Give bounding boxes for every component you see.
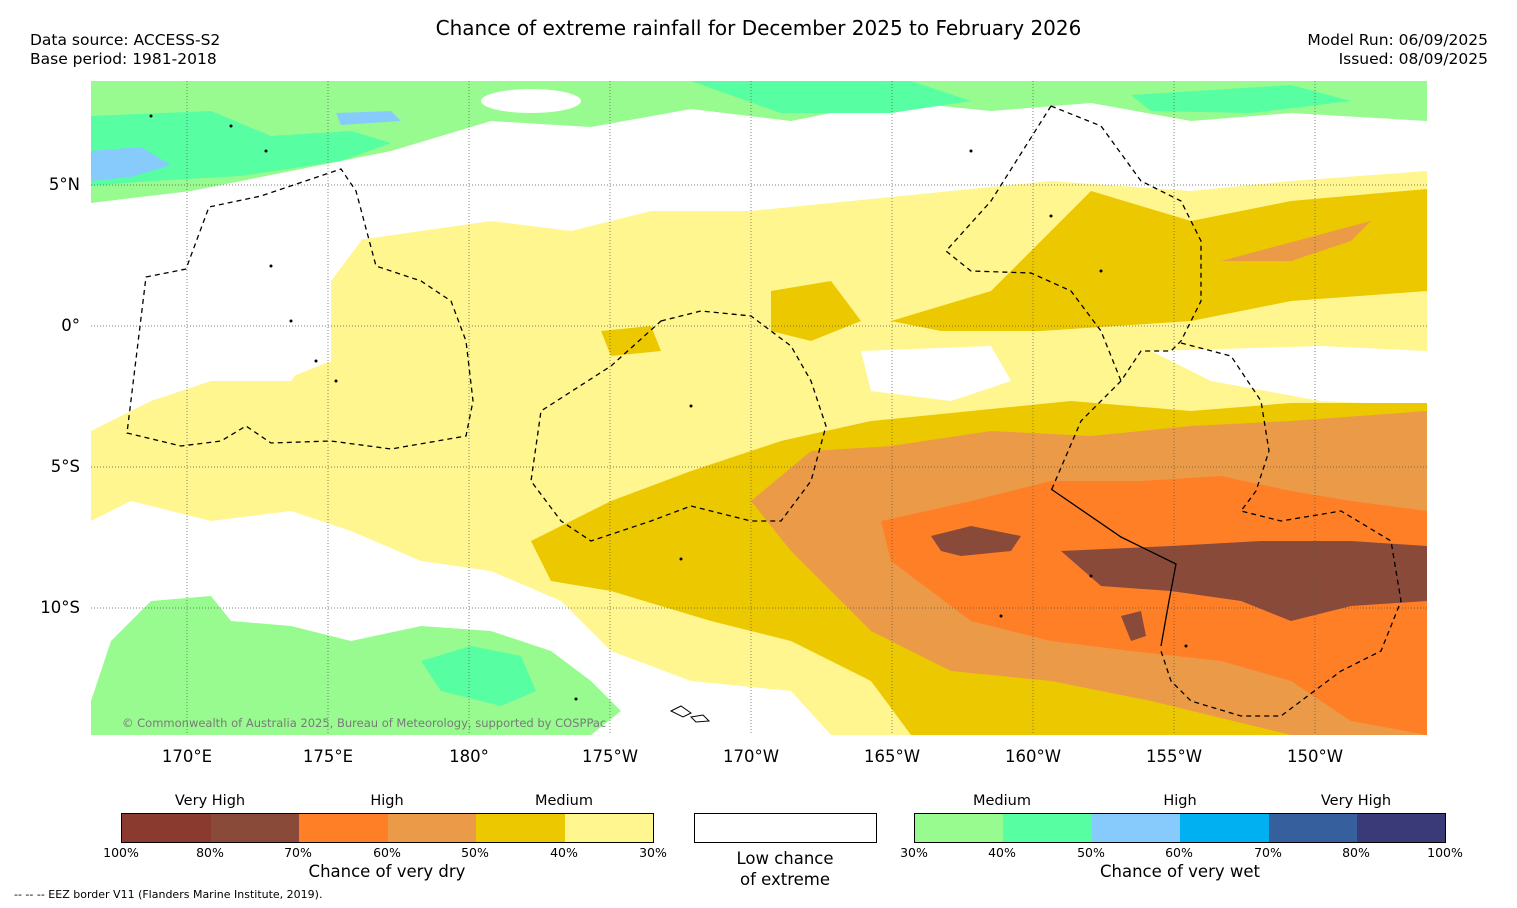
wet-swatch-6	[1357, 814, 1445, 842]
wet-tick: 30%	[900, 845, 928, 860]
dry-swatch-3	[299, 814, 388, 842]
map-title: Chance of extreme rainfall for December …	[435, 16, 1082, 40]
wet-tick: 50%	[1077, 845, 1105, 860]
wet-swatch-1	[915, 814, 1003, 842]
meta-right: Model Run: 06/09/2025 Issued: 08/09/2025	[1307, 31, 1488, 69]
wet-tick: 80%	[1342, 845, 1370, 860]
wet-tick: 70%	[1254, 845, 1282, 860]
model-run-text: Model Run: 06/09/2025	[1307, 31, 1488, 49]
low-chance-patch-2	[861, 346, 1011, 401]
wet-tick: 60%	[1165, 845, 1193, 860]
eez-border-kiribati-gilberts	[126, 168, 474, 450]
dry-tick: 50%	[461, 845, 489, 860]
data-source-text: Data source: ACCESS-S2	[30, 31, 221, 49]
lon-label-180: 180°	[449, 747, 489, 766]
dry-heading-high: High	[370, 793, 404, 809]
low-chance-patch-3	[1151, 346, 1427, 406]
dry-heading-very-high: Very High	[174, 793, 246, 809]
wet-heading-very-high: Very High	[1320, 793, 1392, 809]
wet-legend-title: Chance of very wet	[1100, 862, 1260, 881]
dry-swatch-5	[476, 814, 565, 842]
dry-swatch-1	[122, 814, 211, 842]
dry-tick: 70%	[284, 845, 312, 860]
lon-label-160w: 160°W	[1004, 747, 1062, 766]
dry-tick: 30%	[639, 845, 667, 860]
wet-region-north-high	[91, 111, 401, 181]
meta-left: Data source: ACCESS-S2 Base period: 1981…	[30, 31, 220, 69]
border-solid-segment	[1050, 488, 1177, 647]
lon-label-175w: 175°W	[581, 747, 639, 766]
low-chance-swatch	[694, 813, 877, 843]
dry-swatch-2	[211, 814, 299, 842]
eez-border-line-islands	[945, 105, 1202, 492]
lat-label-5n: 5°N	[48, 175, 80, 194]
wet-swatch-2	[1003, 814, 1092, 842]
wet-region-north	[91, 81, 1427, 203]
dry-colorbar	[121, 813, 654, 843]
lat-label-10s: 10°S	[40, 598, 80, 617]
dry-tick: 40%	[550, 845, 578, 860]
dry-legend-title: Chance of very dry	[308, 862, 466, 881]
island-markers	[149, 114, 1188, 701]
lon-label-175e: 175°E	[302, 747, 354, 766]
eez-border-cook-islands	[1160, 342, 1402, 717]
wet-colorbar	[914, 813, 1446, 843]
island-samoa	[669, 705, 711, 723]
dry-tick: 60%	[373, 845, 401, 860]
eez-footnote: -- -- -- EEZ border V11 (Flanders Marine…	[14, 888, 323, 901]
lat-label-0: 0°	[61, 316, 80, 335]
lon-label-150w: 150°W	[1286, 747, 1344, 766]
wet-region-south-strong	[421, 646, 536, 706]
low-chance-line-1: Low chance	[736, 849, 834, 868]
wet-heading-high: High	[1163, 793, 1197, 809]
low-chance-patch-1	[91, 196, 361, 401]
wet-tick: 100%	[1427, 845, 1463, 860]
low-chance-line-2: of extreme	[739, 870, 831, 889]
grid-lines	[91, 81, 1427, 735]
wet-heading-medium: Medium	[973, 793, 1031, 809]
base-period-text: Base period: 1981-2018	[30, 50, 217, 68]
dry-free-patch	[481, 89, 581, 113]
dry-swatch-4	[388, 814, 476, 842]
copyright-notice: © Commonwealth of Australia 2025, Bureau…	[122, 716, 607, 730]
dry-region-very-high	[931, 526, 1427, 641]
dry-swatch-6	[565, 814, 653, 842]
wet-swatch-5	[1269, 814, 1357, 842]
wet-swatch-4	[1180, 814, 1269, 842]
wet-swatch-3	[1092, 814, 1180, 842]
wet-tick: 40%	[988, 845, 1016, 860]
lat-label-5s: 5°S	[50, 457, 80, 476]
issued-text: Issued: 08/09/2025	[1338, 50, 1488, 68]
low-chance-title: Low chance of extreme	[685, 848, 885, 890]
dry-tick: 100%	[103, 845, 139, 860]
lon-label-165w: 165°W	[863, 747, 921, 766]
dry-tick: 80%	[196, 845, 224, 860]
rainfall-map	[91, 81, 1427, 735]
eez-border-tokelau	[530, 310, 827, 542]
dry-heading-medium: Medium	[535, 793, 593, 809]
eez-borders	[126, 105, 1402, 717]
lon-label-170w: 170°W	[722, 747, 780, 766]
wet-region-north-strong	[91, 81, 1351, 186]
lon-label-170e: 170°E	[161, 747, 213, 766]
lon-label-155w: 155°W	[1145, 747, 1203, 766]
